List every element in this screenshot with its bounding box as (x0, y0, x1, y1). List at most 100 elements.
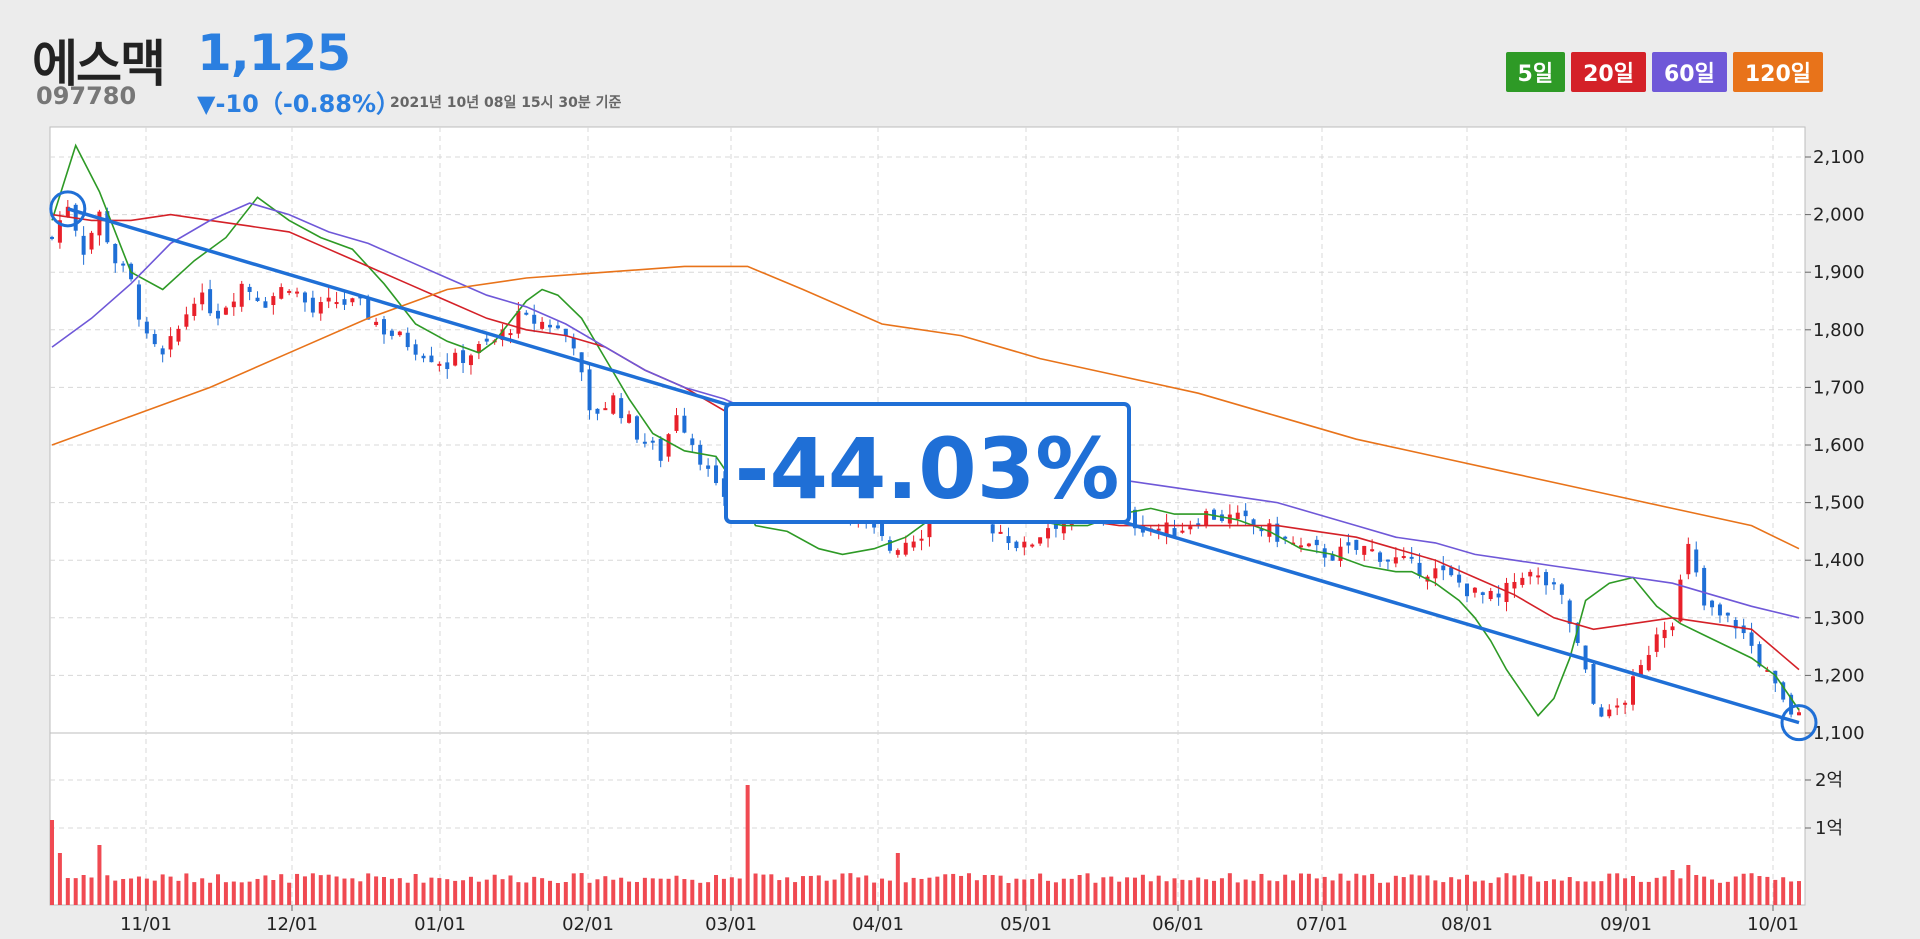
volume-bar (737, 878, 742, 905)
candle-body (1180, 530, 1185, 533)
candle-body (1283, 536, 1288, 539)
candle-body (247, 286, 252, 292)
candle-body (642, 441, 647, 444)
candle-body (1789, 694, 1794, 715)
candle-body (650, 440, 655, 443)
volume-bar (310, 873, 315, 905)
volume-bar (887, 880, 892, 905)
candle-body (350, 298, 355, 303)
volume-bar (350, 878, 355, 905)
volume-bar (1575, 881, 1580, 905)
candle-body (1591, 664, 1596, 704)
ma-20-button[interactable]: 20일 (1571, 52, 1646, 92)
volume-bar (279, 874, 284, 905)
volume-bar (974, 880, 979, 905)
volume-bar (1472, 881, 1477, 905)
candle-body (1670, 626, 1675, 631)
candle-body (1172, 528, 1177, 538)
candle-body (1741, 625, 1746, 634)
volume-bar (1219, 878, 1224, 905)
volume-bar (856, 877, 861, 905)
time-tick-label: 10/01 (1747, 914, 1799, 935)
volume-bar (484, 879, 489, 905)
volume-bar (1069, 878, 1074, 905)
candle-body (1196, 523, 1201, 527)
volume-bar (990, 874, 995, 905)
volume-bar (302, 876, 307, 905)
candle-body (1781, 682, 1786, 700)
volume-bar (1702, 876, 1707, 905)
time-tick-label: 09/01 (1600, 914, 1652, 935)
volume-bar (421, 882, 426, 905)
volume-bar (682, 879, 687, 905)
volume-bar (152, 880, 157, 905)
time-tick-label: 12/01 (266, 914, 318, 935)
candle-body (1441, 565, 1446, 571)
volume-bar (231, 881, 236, 905)
volume-bar (1061, 878, 1066, 905)
volume-bar (1544, 881, 1549, 905)
candle-body (484, 338, 489, 342)
volume-bar (1401, 877, 1406, 905)
volume-bar (998, 875, 1003, 905)
time-tick-label: 08/01 (1441, 914, 1493, 935)
candle-body (1615, 705, 1620, 708)
candle-body (1022, 541, 1027, 548)
candle-body (666, 434, 671, 457)
volume-bar (587, 882, 592, 905)
volume-bar (516, 882, 521, 905)
time-tick-label: 11/01 (120, 914, 172, 935)
volume-bar (1006, 882, 1011, 905)
volume-bar (1607, 873, 1612, 905)
volume-bar (208, 882, 213, 905)
time-tick-label: 04/01 (852, 914, 904, 935)
volume-bar (397, 878, 402, 905)
ma-5-button[interactable]: 5일 (1505, 52, 1566, 92)
volume-bar (1172, 878, 1177, 905)
volume-bar (1314, 878, 1319, 905)
candle-body (279, 287, 284, 299)
volume-bar (287, 882, 292, 905)
volume-bar (1749, 873, 1754, 905)
volume-bar (1235, 882, 1240, 905)
volume-bar (1638, 881, 1643, 905)
volume-bar (714, 875, 719, 905)
candle-body (1235, 512, 1240, 519)
candle-body (1298, 545, 1303, 548)
candle-body (1306, 543, 1311, 547)
volume-bar (674, 875, 679, 905)
candle-body (595, 408, 600, 414)
volume-tick-label: 2억 (1815, 770, 1843, 791)
volume-bar (113, 880, 118, 905)
candle-body (1259, 528, 1264, 532)
volume-bar (1765, 876, 1770, 905)
candle-body (1314, 539, 1319, 546)
volume-bar (1077, 875, 1082, 905)
price-tick-label: 1,700 (1813, 377, 1865, 398)
candle-body (1385, 559, 1390, 562)
volume-bar (1298, 873, 1303, 905)
ma-60-button[interactable]: 60일 (1651, 52, 1727, 92)
volume-bar (1125, 877, 1130, 905)
volume-bar (642, 877, 647, 905)
trend-percent-label: -44.03% (735, 420, 1120, 518)
ma-120-button[interactable]: 120일 (1732, 52, 1823, 92)
volume-bar (1148, 881, 1153, 905)
trend-end-marker (1780, 704, 1818, 742)
volume-bar (1330, 880, 1335, 905)
stock-price: 1,125 (197, 24, 351, 82)
candle-body (1251, 519, 1256, 526)
volume-bar (721, 878, 726, 905)
candle-body (413, 344, 418, 355)
volume-bar (1717, 882, 1722, 905)
stock-code: 097780 (36, 82, 137, 110)
candle-body (698, 444, 703, 465)
volume-bar (73, 878, 78, 905)
volume-bar (1251, 880, 1256, 905)
volume-bar (1354, 873, 1359, 905)
volume-bar (698, 882, 703, 905)
volume-bar (1670, 870, 1675, 905)
volume-bar (1046, 880, 1051, 905)
volume-bar (880, 878, 885, 905)
volume-bar (1156, 875, 1161, 905)
